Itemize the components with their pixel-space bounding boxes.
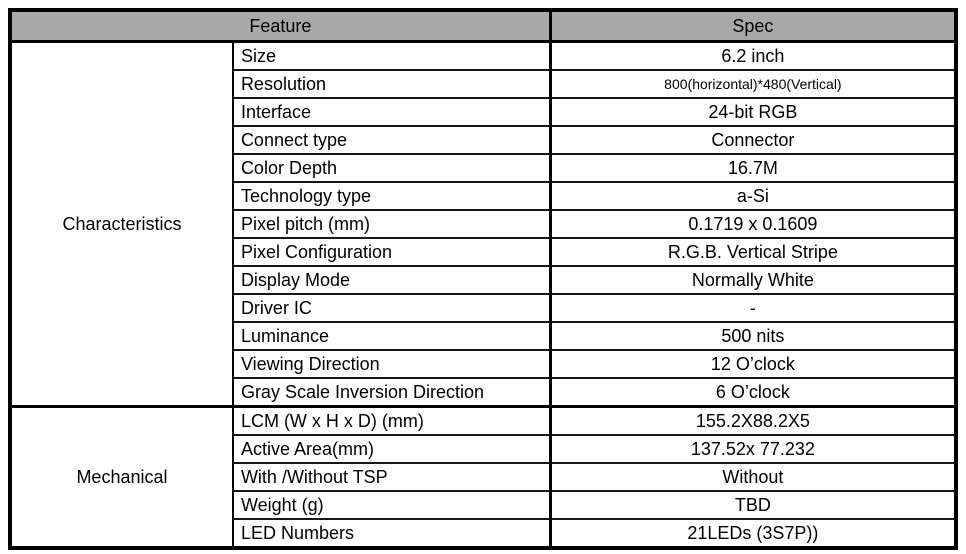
feature-cell: Connect type [231, 125, 551, 154]
table-row: Gray Scale Inversion Direction 6 O’clock [10, 377, 956, 407]
spec-cell: 24-bit RGB [548, 97, 956, 126]
spec-cell: R.G.B. Vertical Stripe [548, 237, 956, 266]
spec-cell: TBD [548, 490, 956, 519]
spec-cell: - [548, 293, 956, 322]
feature-cell: Pixel pitch (mm) [231, 209, 551, 238]
table-row: Active Area(mm) 137.52x 77.232 [10, 434, 956, 463]
table-row: Weight (g) TBD [10, 490, 956, 519]
feature-cell: Resolution [231, 69, 551, 98]
section-mechanical: Mechanical LCM (W x H x D) (mm) 155.2X88… [10, 405, 956, 548]
feature-cell: Luminance [231, 321, 551, 350]
column-header-feature: Feature [10, 10, 551, 43]
table-row: Color Depth 16.7M [10, 153, 956, 182]
spec-cell: 12 O’clock [548, 349, 956, 378]
spec-cell: Without [548, 462, 956, 491]
table-row: Mechanical LCM (W x H x D) (mm) 155.2X88… [10, 405, 956, 548]
table-row: Driver IC - [10, 293, 956, 322]
spec-cell: Connector [548, 125, 956, 154]
table-row: Connect type Connector [10, 125, 956, 154]
feature-cell: With /Without TSP [231, 462, 551, 491]
group-cell-characteristics: Characteristics [62, 213, 182, 234]
table-row: With /Without TSP Without [10, 462, 956, 491]
feature-cell: Color Depth [231, 153, 551, 182]
spec-cell: 16.7M [548, 153, 956, 182]
table-row: Display Mode Normally White [10, 265, 956, 294]
feature-cell: Pixel Configuration [231, 237, 551, 266]
table-row: Interface 24-bit RGB [10, 97, 956, 126]
spec-cell: 155.2X88.2X5 [548, 405, 956, 435]
table-row: LED Numbers 21LEDs (3S7P)) [10, 518, 956, 548]
table-row: Pixel pitch (mm) 0.1719 x 0.1609 [10, 209, 956, 238]
table-row: Resolution 800(horizontal)*480(Vertical) [10, 69, 956, 98]
spec-cell: 6.2 inch [548, 40, 956, 70]
feature-cell: Size [231, 40, 551, 70]
feature-cell: Active Area(mm) [231, 434, 551, 463]
spec-cell: a-Si [548, 181, 956, 210]
spec-cell: 800(horizontal)*480(Vertical) [548, 69, 956, 98]
section-characteristics: Characteristics Size 6.2 inch Resolution… [10, 40, 956, 407]
table-row: Technology type a-Si [10, 181, 956, 210]
table-row: Pixel Configuration R.G.B. Vertical Stri… [10, 237, 956, 266]
table-header-row: Feature Spec [10, 10, 956, 43]
spec-cell: 0.1719 x 0.1609 [548, 209, 956, 238]
table-row: Viewing Direction 12 O’clock [10, 349, 956, 378]
feature-cell: Gray Scale Inversion Direction [231, 377, 551, 407]
spec-cell: 137.52x 77.232 [548, 434, 956, 463]
table-row: Luminance 500 nits [10, 321, 956, 350]
feature-cell: LED Numbers [231, 518, 551, 548]
spec-cell: 6 O’clock [548, 377, 956, 407]
spec-cell: 21LEDs (3S7P)) [548, 518, 956, 548]
feature-cell: Weight (g) [231, 490, 551, 519]
feature-cell: Driver IC [231, 293, 551, 322]
feature-cell: Display Mode [231, 265, 551, 294]
feature-cell: Interface [231, 97, 551, 126]
spec-cell: 500 nits [548, 321, 956, 350]
feature-cell: Viewing Direction [231, 349, 551, 378]
table-row: Characteristics Size 6.2 inch [10, 40, 956, 234]
group-cell-mechanical: Mechanical [10, 405, 233, 548]
column-header-spec: Spec [548, 10, 956, 43]
spec-table: Feature Spec Characteristics Size 6.2 in… [8, 8, 958, 550]
feature-cell: LCM (W x H x D) (mm) [231, 405, 551, 435]
spec-cell: Normally White [548, 265, 956, 294]
feature-cell: Technology type [231, 181, 551, 210]
